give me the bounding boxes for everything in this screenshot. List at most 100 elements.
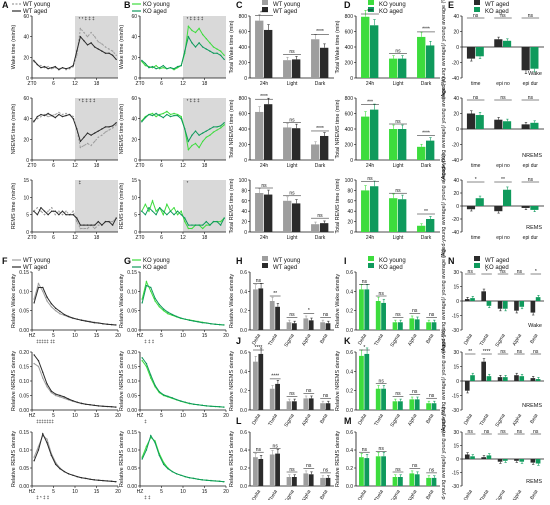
data-point <box>191 42 193 44</box>
y-axis-label: (Aged-young average)/ young average (%) <box>441 249 447 353</box>
dark-phase-shade <box>183 16 226 78</box>
y-tick-label: 40 <box>453 178 459 184</box>
data-point <box>111 220 114 223</box>
data-point <box>171 397 173 399</box>
x-tick-label: 10 <box>72 489 78 495</box>
data-point <box>36 117 39 120</box>
y-tick-label: 60 <box>241 199 247 205</box>
bar <box>503 377 508 381</box>
legend-swatch <box>368 263 374 268</box>
category-label: 24h <box>260 81 269 87</box>
data-point <box>50 390 53 392</box>
data-point <box>47 65 49 68</box>
chart-d2: 0 200 400 600 800 Total NREMS time (min) *** 24… <box>335 96 440 169</box>
bar <box>475 115 484 129</box>
y-axis-label: Total NREMS time (min) <box>335 99 341 158</box>
bar <box>320 403 325 410</box>
data-point <box>205 220 207 223</box>
y-tick-label: 15 <box>453 365 459 371</box>
y-tick-label: 200 <box>345 61 354 67</box>
data-point <box>83 136 85 138</box>
significance-label: ns <box>395 48 401 54</box>
y-tick-label: 800 <box>345 14 354 20</box>
significance-label: ns <box>289 49 295 55</box>
significance-label: ns <box>289 391 295 397</box>
bar <box>530 301 536 313</box>
data-point <box>193 477 195 480</box>
series-line <box>33 354 116 408</box>
data-point <box>184 401 186 403</box>
bar <box>431 322 437 330</box>
data-point <box>202 227 204 230</box>
data-point <box>33 456 35 458</box>
bar <box>519 459 525 462</box>
chart-h3: 0.0 0.2 0.4 0.6 Relative REMS density ns Delta… <box>229 430 334 504</box>
bar <box>269 388 275 410</box>
bar <box>521 47 530 71</box>
data-point <box>223 480 225 483</box>
data-point <box>169 115 172 118</box>
data-point <box>42 433 44 435</box>
x-tick-label: 15 <box>94 333 100 339</box>
significance-label: ns <box>500 349 506 355</box>
data-point <box>175 473 178 475</box>
bar <box>530 378 536 381</box>
y-tick-label: 20 <box>131 137 137 143</box>
y-tick-label: 0.6 <box>346 270 353 276</box>
data-point <box>148 207 150 209</box>
y-tick-label: 0.4 <box>346 448 353 454</box>
y-tick-label: -30 <box>452 408 459 414</box>
significance-label: ns <box>256 278 262 284</box>
y-tick-label: 0.10 <box>127 289 137 295</box>
chart-c3: 0 20 40 60 80 100 Total REMS time (min) ns 24h ns… <box>229 178 334 241</box>
category-label: Alpha <box>301 489 313 500</box>
x-tick-label: 12 <box>72 235 78 241</box>
data-point <box>50 303 53 305</box>
bar <box>258 353 264 410</box>
x-tick-label: HZ <box>137 413 144 419</box>
y-tick-label: 0.05 <box>19 466 29 472</box>
significance-label: ns <box>412 389 418 395</box>
bar <box>269 301 275 330</box>
bar <box>503 121 512 129</box>
y-axis-label: Relative NREMS density <box>119 351 125 411</box>
x-tick-label: 12 <box>180 81 186 87</box>
data-point <box>155 115 157 118</box>
data-point <box>59 313 61 315</box>
y-tick-label: 0 <box>456 127 459 133</box>
category-label: Delta <box>463 333 474 346</box>
data-point <box>187 25 190 28</box>
bar <box>325 403 331 410</box>
x-tick-label: 15 <box>94 489 100 495</box>
x-tick-label: ZT0 <box>136 163 145 169</box>
data-point <box>54 463 57 466</box>
y-tick-label: 30 <box>453 350 459 356</box>
data-point <box>50 454 53 457</box>
data-point <box>90 224 92 226</box>
chart-b3: 0 5 10 15 REMS time (min/h) ZT0 6 12 18 * <box>119 178 226 241</box>
bar <box>255 111 264 160</box>
y-axis-label: Wake time (min/h) <box>119 25 125 70</box>
data-point <box>155 213 157 216</box>
data-point <box>36 213 39 216</box>
x-tick-label: 10 <box>72 333 78 339</box>
data-point <box>59 396 61 398</box>
data-point <box>205 224 207 226</box>
significance-label: *** <box>367 99 373 105</box>
y-tick-label: 0.0 <box>346 328 353 334</box>
data-point <box>115 124 117 126</box>
data-point <box>86 132 89 134</box>
category-label: Theta <box>479 489 491 500</box>
data-point <box>202 33 204 36</box>
category-label: time <box>471 235 481 241</box>
bar <box>375 388 381 410</box>
data-point <box>212 52 215 54</box>
data-point <box>61 66 64 69</box>
bar <box>519 376 525 381</box>
bar <box>292 203 301 232</box>
bar <box>497 377 503 381</box>
x-tick-label: 6 <box>160 235 163 241</box>
data-point <box>63 313 65 316</box>
y-tick-label: 15 <box>131 178 137 184</box>
